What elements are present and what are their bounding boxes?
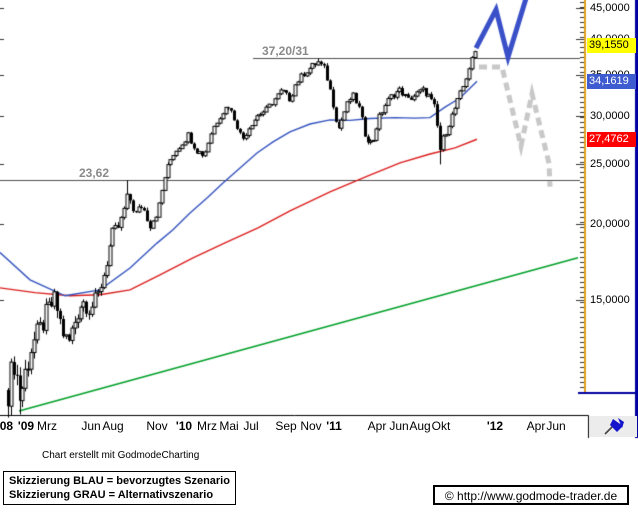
credit-box: © http://www.godmode-trader.de (433, 485, 629, 505)
x-tick-label: Sep (275, 419, 297, 433)
x-tick-label: '09 (17, 419, 35, 433)
credit-url-text: © http://www.godmode-trader.de (444, 489, 618, 503)
x-tick-label: Jun (546, 419, 566, 433)
pushpin-icon (603, 418, 624, 435)
x-tick-label: Aug (409, 419, 431, 433)
x-tick-label: Mrz (37, 419, 57, 433)
last-price-tag: 39,1550 (587, 37, 636, 53)
legend-preferred-scenario: Skizzierung BLAU = bevorzugtes Szenario (9, 475, 230, 487)
x-tick-label: Jun (389, 419, 409, 433)
x-tick-label: '10 (175, 419, 193, 433)
blue-ma-price-tag: 34,1619 (587, 73, 636, 89)
x-tick-label: Apr (367, 419, 387, 433)
y-tick-label: 15,0000 (590, 294, 630, 307)
pushpin-button[interactable] (590, 416, 637, 437)
x-tick-label: Apr (526, 419, 546, 433)
legend-alternative-scenario: Skizzierung GRAU = Alternativszenario (9, 489, 214, 501)
x-tick-label: Okt (431, 419, 451, 433)
x-tick-label: Aug (102, 419, 124, 433)
x-tick-label: '12 (486, 419, 504, 433)
x-tick-label: '11 (326, 419, 342, 433)
chart-caption: Chart erstellt mit GodmodeCharting (42, 450, 200, 461)
support-level-label: 23,62 (79, 165, 110, 180)
y-tick-label: 20,0000 (590, 217, 630, 230)
x-tick-label: Jul (243, 419, 259, 433)
scenario-legend: Skizzierung BLAU = bevorzugtes Szenario … (3, 471, 236, 505)
y-tick-label: 45,0000 (590, 1, 630, 14)
x-tick-label: Mai (219, 419, 239, 433)
x-tick-label: Mrz (197, 419, 217, 433)
resistance-level-label: 37,20/31 (262, 44, 309, 59)
x-tick-label: Jun (81, 419, 101, 433)
x-tick-label: Nov (146, 419, 168, 433)
price-chart-canvas (0, 0, 638, 445)
red-ma-price-tag: 27,4762 (587, 131, 636, 147)
x-tick-label: '08 (0, 419, 14, 433)
x-tick-label: Nov (300, 419, 322, 433)
y-tick-label: 25,0000 (590, 158, 630, 171)
y-tick-label: 30,0000 (590, 109, 630, 122)
